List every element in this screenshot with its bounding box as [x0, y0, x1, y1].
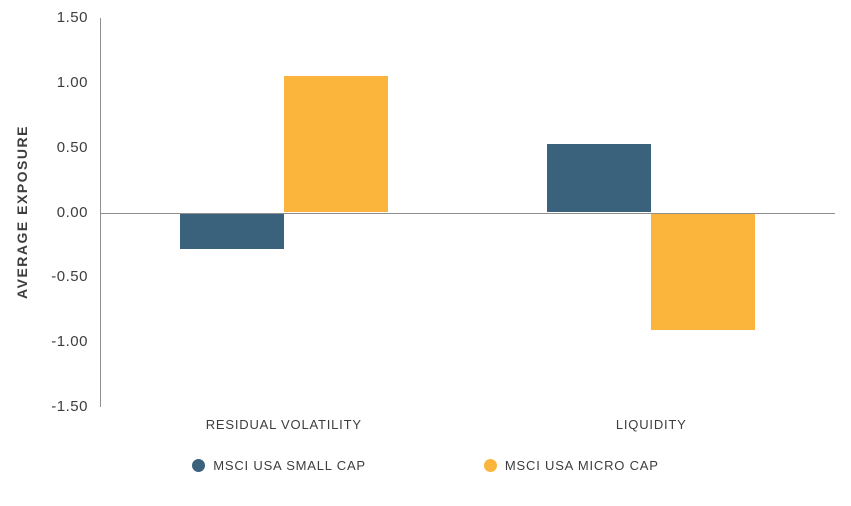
y-tick-label: -1.50	[51, 398, 88, 415]
plot-area: 1.50 1.00 0.50 0.00 -0.50 -1.00 -1.50	[51, 9, 835, 415]
zero-baseline	[100, 212, 835, 214]
bar-msci-usa-small-cap	[547, 143, 652, 213]
bar-msci-usa-micro-cap	[651, 213, 756, 331]
y-tick-label: -0.50	[51, 268, 88, 286]
legend-swatch-icon	[483, 459, 497, 472]
y-tick-label: 1.50	[56, 9, 88, 26]
legend-label: MSCI USA SMALL CAP	[213, 458, 366, 473]
bar-msci-usa-small-cap	[179, 213, 284, 249]
x-axis-label: LIQUIDITY	[615, 417, 687, 432]
legend: MSCI USA SMALL CAP MSCI USA MICRO CAP	[0, 458, 851, 473]
legend-label: MSCI USA MICRO CAP	[504, 458, 659, 473]
y-tick-label: -1.00	[51, 333, 88, 351]
y-tick-label: 1.00	[56, 73, 88, 91]
y-tick-label: 0.50	[56, 138, 88, 156]
x-axis-label: RESIDUAL VOLATILITY	[205, 417, 362, 432]
y-tick-label: 0.00	[56, 203, 88, 221]
legend-item: MSCI USA MICRO CAP	[483, 458, 659, 473]
legend-swatch-icon	[192, 459, 206, 472]
bar-msci-usa-micro-cap	[283, 76, 388, 213]
legend-item: MSCI USA SMALL CAP	[192, 458, 366, 473]
